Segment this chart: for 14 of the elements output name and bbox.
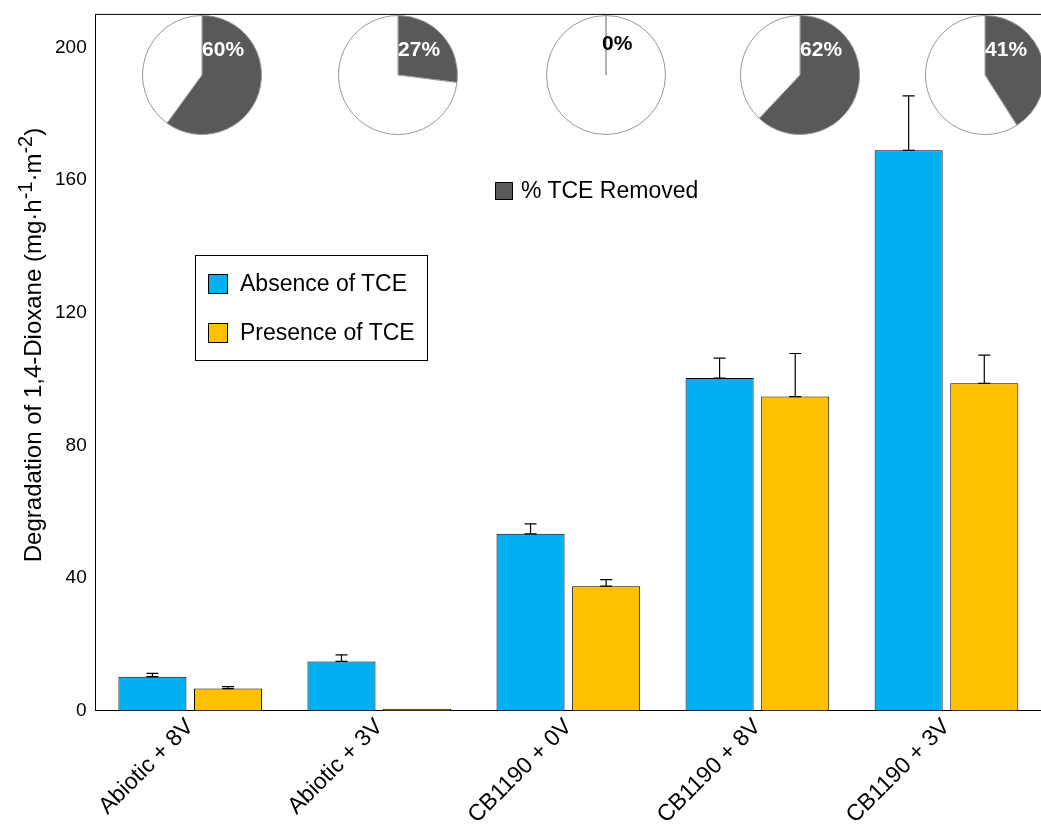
y-tick-label: 160: [55, 168, 87, 190]
legend-label: Presence of TCE: [240, 319, 415, 346]
y-tick-label: 120: [55, 300, 87, 322]
data-label: 60%: [202, 36, 245, 60]
text: 0%: [602, 31, 633, 55]
y-tick-label: 80: [65, 433, 87, 455]
data-label: 62%: [800, 36, 843, 60]
data-label: 27%: [398, 36, 441, 60]
legend-label: Absence of TCE: [240, 270, 408, 297]
legend-label: % TCE Removed: [521, 177, 699, 204]
y-tick-label: 0: [76, 698, 87, 720]
data-label: 41%: [985, 36, 1028, 60]
y-tick-label: 200: [55, 35, 87, 57]
y-tick-label: 40: [65, 566, 87, 588]
